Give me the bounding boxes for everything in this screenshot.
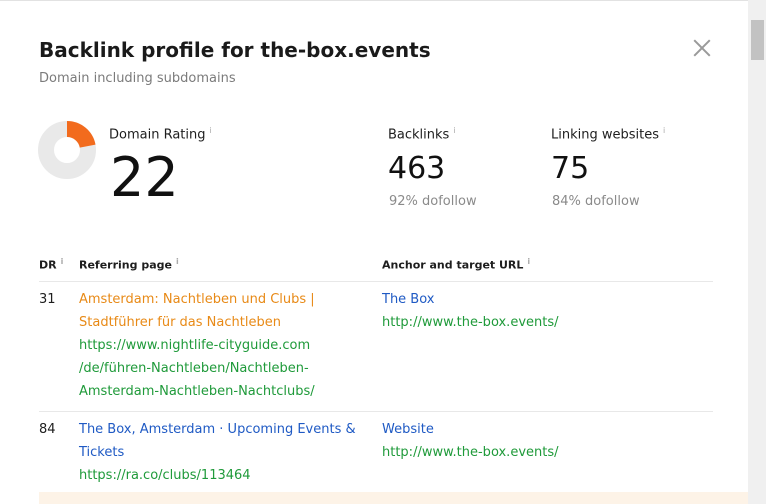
referring-page-title-line[interactable]: The Box, Amsterdam · Upcoming Events & [79, 422, 356, 437]
backlinks-label: Backlinks i [388, 126, 456, 143]
referring-page-cell: Amsterdam: Nachtleben und Clubs | Stadtf… [79, 288, 369, 403]
info-icon[interactable]: i [175, 257, 179, 266]
donut-value-arc [38, 121, 96, 179]
info-icon[interactable]: i [663, 126, 666, 135]
linking-websites-label: Linking websites i [551, 126, 666, 143]
referring-page-title-line[interactable]: Tickets [79, 445, 125, 460]
modal-subtitle: Domain including subdomains [39, 71, 236, 86]
info-icon[interactable]: i [527, 257, 531, 266]
referring-page-url-line[interactable]: https://ra.co/clubs/113464 [79, 468, 251, 483]
referring-page-url-line[interactable]: /de/führen-Nachtleben/Nachtleben- [79, 361, 309, 376]
scrollbar[interactable] [748, 0, 766, 504]
anchor-text-link[interactable]: The Box [382, 292, 435, 307]
referring-page-title-line[interactable]: Amsterdam: Nachtleben und Clubs | [79, 292, 315, 307]
column-header-referring-page[interactable]: Referring page i [79, 257, 179, 272]
domain-rating-donut [38, 121, 96, 179]
backlinks-value[interactable]: 463 [388, 151, 446, 186]
referring-page-url-line[interactable]: https://www.nightlife-cityguide.com [79, 338, 311, 353]
close-icon[interactable] [690, 36, 714, 60]
anchor-text-link[interactable]: Website [382, 422, 434, 437]
row-dr: 84 [39, 422, 56, 437]
backlink-profile-modal: Backlink profile for the-box.events Doma… [0, 0, 748, 504]
header-divider [39, 281, 713, 282]
modal-title: Backlink profile for the-box.events [39, 38, 431, 62]
column-header-dr[interactable]: DR i [39, 257, 64, 272]
backlinks-dofollow: 92% dofollow [389, 194, 477, 209]
domain-rating-value: 22 [110, 146, 179, 209]
target-url-link[interactable]: http://www.the-box.events/ [382, 445, 559, 460]
anchor-target-cell: Website http://www.the-box.events/ [382, 418, 559, 464]
row-divider [39, 411, 713, 412]
info-icon[interactable]: i [453, 126, 456, 135]
linking-websites-value[interactable]: 75 [551, 151, 590, 186]
window-top-border [0, 0, 748, 5]
target-url-link[interactable]: http://www.the-box.events/ [382, 315, 559, 330]
scrollbar-thumb[interactable] [751, 20, 764, 60]
referring-page-title-line[interactable]: Stadtführer für das Nachtleben [79, 315, 281, 330]
info-icon[interactable]: i [209, 126, 212, 135]
linking-websites-dofollow: 84% dofollow [552, 194, 640, 209]
column-header-anchor-target[interactable]: Anchor and target URL i [382, 257, 531, 272]
info-icon[interactable]: i [60, 257, 64, 266]
anchor-target-cell: The Box http://www.the-box.events/ [382, 288, 559, 334]
next-row-highlight [39, 492, 748, 504]
row-dr: 31 [39, 292, 56, 307]
domain-rating-label: Domain Rating i [109, 126, 212, 143]
referring-page-url-line[interactable]: Amsterdam-Nachtleben-Nachtclubs/ [79, 384, 315, 399]
referring-page-cell: The Box, Amsterdam · Upcoming Events & T… [79, 418, 369, 487]
